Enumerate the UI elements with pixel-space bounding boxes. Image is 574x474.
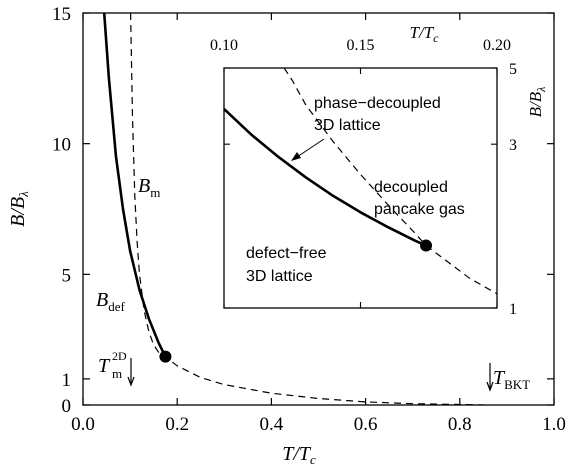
main-xtick-label: 0.8 [448, 414, 472, 435]
main-xtick-label: 0.4 [260, 414, 284, 435]
inset-ticks [223, 67, 498, 309]
main-xtick-label: 0.2 [165, 414, 189, 435]
series-label-bm: Bm [138, 175, 160, 200]
inset-xtick-label: 0.10 [210, 37, 238, 54]
inset-points [420, 239, 433, 252]
annotation-tbkt: TBKT [493, 367, 530, 392]
inset-series-line-b-def [223, 107, 427, 247]
arrow-tbkt-head [486, 381, 494, 392]
inset-xtick-label: 0.15 [347, 37, 375, 54]
main-xtick-label: 0.0 [71, 414, 95, 435]
main-ytick-label: 10 [52, 135, 71, 156]
inset-triple-point [420, 239, 433, 252]
series-line-b-def [102, 12, 167, 358]
inset-xtick-label: 0.20 [483, 37, 511, 54]
main-points [159, 350, 172, 363]
annotation-tm2d: T [98, 355, 111, 377]
main-ylabel: B/Bλ [7, 191, 31, 227]
main-xtick-label: 0.6 [354, 414, 378, 435]
inset-tick-labels: 0.10 0.15 0.20 1 3 5 [210, 37, 517, 318]
main-plot-frame [82, 12, 555, 406]
main-xtick-label: 1.0 [542, 414, 566, 435]
region-label-defect-free: defect−free 3D lattice [246, 245, 331, 285]
inset-lines [223, 67, 498, 295]
arrow-tm2d-head [127, 376, 135, 387]
inset-background [224, 68, 497, 308]
inset-ytick-label: 5 [509, 61, 517, 78]
main-ytick-label: 0 [62, 396, 72, 417]
region-label-pancake-gas: decoupled pancake gas [374, 179, 465, 218]
region-label-phase-decoupled: phase−decoupled 3D lattice [314, 95, 445, 134]
inset-ytick-label: 1 [509, 301, 517, 318]
inset-ylabel: B/Bλ [526, 87, 548, 118]
inset-xlabel: T/Tc [410, 23, 440, 45]
main-xlabel: T/Tc [282, 443, 316, 467]
series-label-bdef: Bdef [96, 289, 125, 314]
main-ticks [82, 12, 555, 406]
region-arrow-head [291, 152, 301, 161]
region-arrow-shaft [296, 138, 325, 158]
main-ytick-label: 1 [62, 370, 72, 391]
main-ytick-label: 5 [62, 265, 72, 286]
inset-ytick-label: 3 [509, 137, 517, 154]
annotation-tm2d-sub: m [112, 366, 122, 381]
main-ytick-label: 15 [52, 4, 71, 25]
inset-chart: 0.10 0.15 0.20 1 3 5 T/Tc B/Bλ phase−decouple… [210, 23, 548, 318]
main-triple-point [159, 350, 172, 363]
annotation-tm2d-sup: 2D [112, 349, 127, 363]
inset-series-line-b-m [283, 67, 498, 295]
